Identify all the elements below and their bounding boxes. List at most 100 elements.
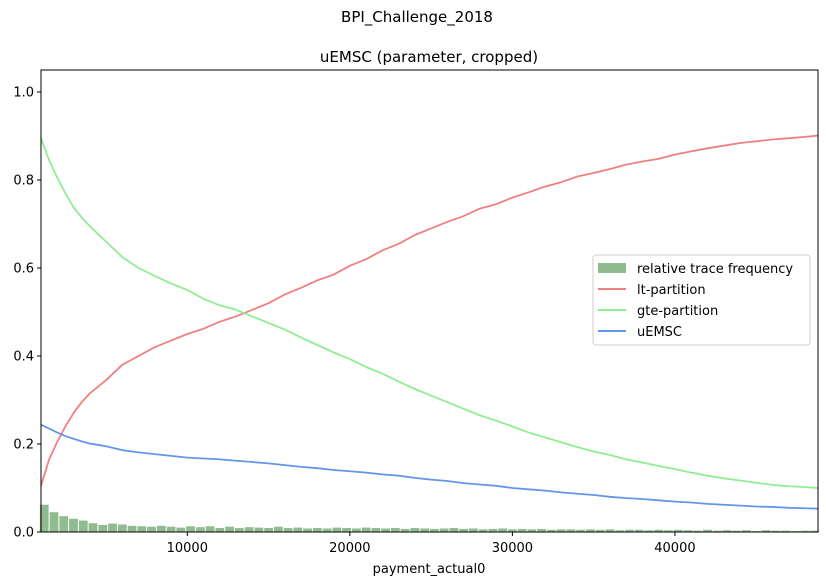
histogram-bar xyxy=(147,526,156,532)
histogram-bar xyxy=(430,528,439,532)
histogram-bar xyxy=(205,526,215,532)
histogram-bar xyxy=(381,528,390,532)
histogram-bar xyxy=(693,530,703,532)
y-tick-label: 0.0 xyxy=(13,526,34,541)
histogram-bar xyxy=(498,528,508,532)
histogram-bar xyxy=(712,530,722,532)
histogram-bar xyxy=(625,529,634,532)
histogram-bar xyxy=(117,524,127,532)
histogram-bar xyxy=(439,528,449,532)
histogram-bar xyxy=(39,504,49,532)
histogram-bar xyxy=(59,516,69,532)
histogram-bar xyxy=(703,529,712,532)
histogram-bar xyxy=(420,528,429,532)
histogram-bar xyxy=(508,529,517,532)
histogram-bar xyxy=(556,529,566,532)
histogram-bar xyxy=(98,524,108,532)
histogram-bars xyxy=(39,504,820,532)
x-axis-label: payment_actual0 xyxy=(373,562,486,577)
legend-box xyxy=(592,254,811,346)
histogram-bar xyxy=(449,528,459,532)
histogram-bar xyxy=(322,528,332,532)
legend-label-relative-trace-frequency: relative trace frequency xyxy=(637,262,793,277)
x-tick-label: 40000 xyxy=(654,541,695,556)
histogram-bar xyxy=(361,527,371,532)
histogram-bar xyxy=(527,529,537,532)
histogram-bar xyxy=(615,530,625,532)
y-tick-label: 0.6 xyxy=(13,262,34,277)
histogram-bar xyxy=(293,527,303,532)
x-axis: 10000 20000 30000 40000 xyxy=(167,532,696,556)
histogram-bar xyxy=(225,526,234,532)
x-tick-label: 20000 xyxy=(329,541,370,556)
histogram-bar xyxy=(683,530,693,532)
series-line-gte-partition xyxy=(40,137,819,489)
histogram-bar xyxy=(771,530,781,532)
histogram-bar xyxy=(137,526,147,532)
histogram-bar xyxy=(342,528,351,532)
series-line-lt-partition xyxy=(40,134,819,487)
histogram-bar xyxy=(166,526,176,532)
histogram-bar xyxy=(469,528,478,532)
x-tick-label: 10000 xyxy=(167,541,208,556)
histogram-bar xyxy=(49,512,59,532)
histogram-bar xyxy=(69,518,78,532)
histogram-bar xyxy=(576,529,586,532)
histogram-bar xyxy=(332,527,342,532)
histogram-bar xyxy=(390,528,400,532)
histogram-bar xyxy=(371,528,381,532)
histogram-bar xyxy=(781,530,790,532)
histogram-bar xyxy=(478,529,488,532)
plot-frame xyxy=(40,69,819,533)
series-line-uemsc xyxy=(40,423,819,510)
histogram-bar xyxy=(273,526,283,532)
histogram-bar xyxy=(254,527,264,532)
histogram-bar xyxy=(410,528,420,532)
histogram-bar xyxy=(800,530,810,532)
histogram-bar xyxy=(644,530,654,532)
legend-label-uemsc: uEMSC xyxy=(637,325,682,340)
histogram-bar xyxy=(634,529,644,532)
histogram-bar xyxy=(176,527,186,532)
histogram-bar xyxy=(459,528,469,532)
y-tick-label: 0.4 xyxy=(13,350,34,365)
histogram-bar xyxy=(732,530,742,532)
histogram-bar xyxy=(664,530,673,532)
y-tick-label: 0.2 xyxy=(13,438,34,453)
histogram-bar xyxy=(78,520,88,532)
legend: relative trace frequency lt-partition gt… xyxy=(592,254,811,346)
histogram-bar xyxy=(234,528,244,532)
histogram-bar xyxy=(215,528,225,532)
legend-label-gte-partition: gte-partition xyxy=(637,304,718,319)
histogram-bar xyxy=(547,529,556,532)
y-tick-label: 1.0 xyxy=(13,86,34,101)
histogram-bar xyxy=(264,528,273,532)
x-tick-label: 30000 xyxy=(492,541,533,556)
histogram-bar xyxy=(722,530,732,532)
y-axis: 0.0 0.2 0.4 0.6 0.8 1.0 xyxy=(13,86,41,541)
histogram-bar xyxy=(566,529,576,532)
histogram-bar xyxy=(400,528,410,532)
histogram-bar xyxy=(88,523,98,532)
histogram-bar xyxy=(108,523,117,532)
histogram-bar xyxy=(156,525,166,532)
histogram-bar xyxy=(761,530,771,532)
histogram-bar xyxy=(312,528,322,532)
histogram-bar xyxy=(673,529,683,532)
histogram-bar xyxy=(605,529,615,532)
histogram-bar xyxy=(303,528,312,532)
figure-suptitle: BPI_Challenge_2018 xyxy=(341,8,493,27)
histogram-bar xyxy=(537,528,547,532)
histogram-bar xyxy=(654,529,664,532)
histogram-bar xyxy=(244,527,254,532)
histogram-bar xyxy=(586,529,595,532)
chart-title: uEMSC (parameter, cropped) xyxy=(320,48,538,66)
histogram-bar xyxy=(488,528,498,532)
histogram-bar xyxy=(810,530,820,532)
histogram-bar xyxy=(351,528,361,532)
legend-label-lt-partition: lt-partition xyxy=(637,283,706,298)
histogram-bar xyxy=(595,529,605,532)
series-lines xyxy=(40,134,819,510)
y-tick-label: 0.8 xyxy=(13,174,34,189)
